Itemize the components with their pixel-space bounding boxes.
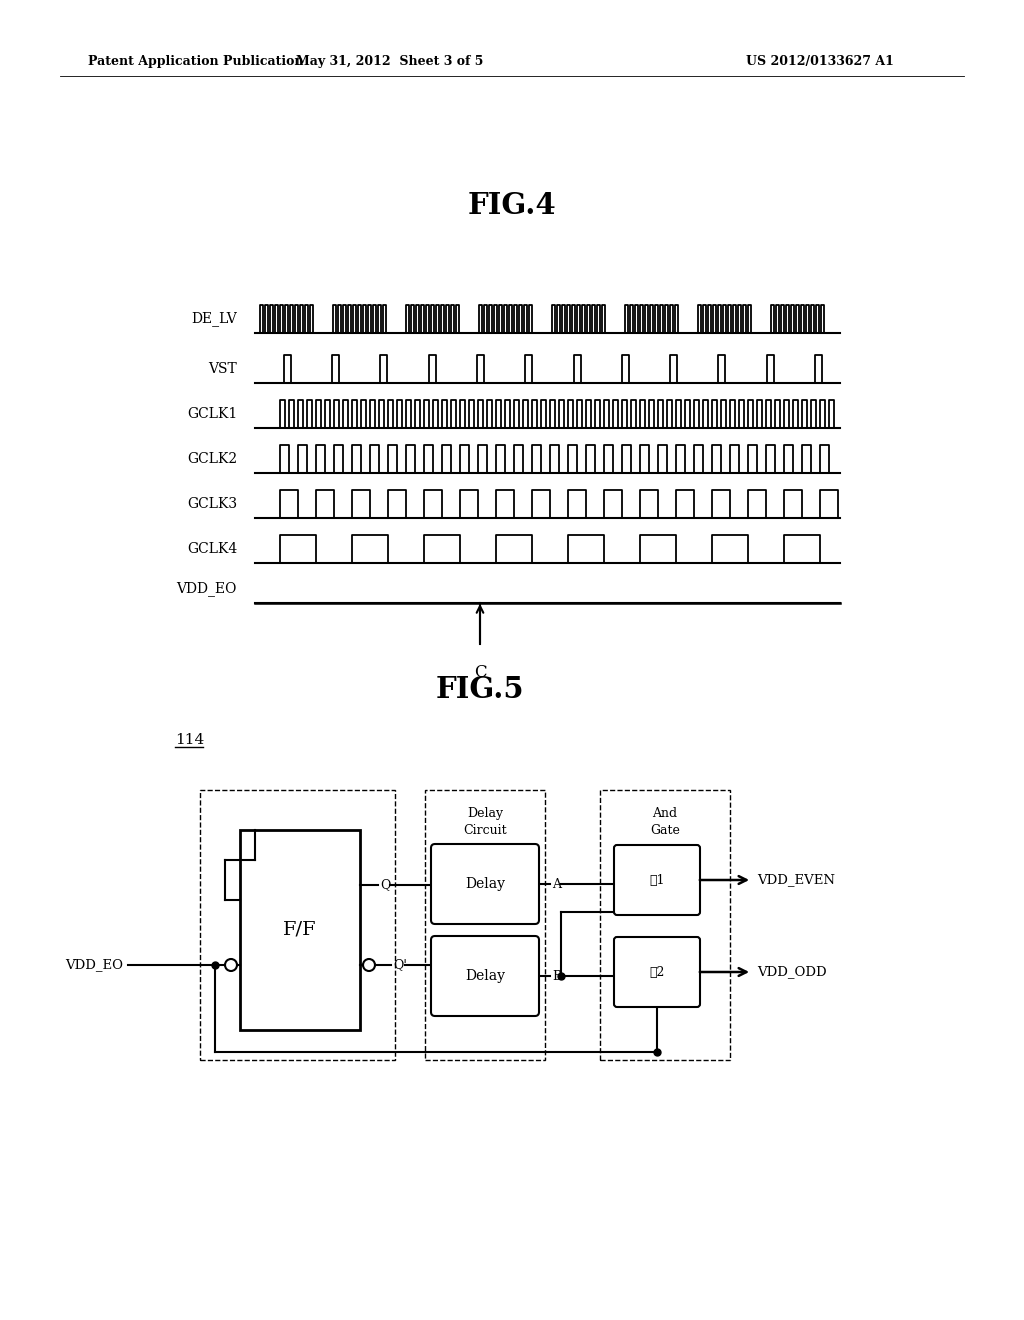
Text: VDD_EO: VDD_EO (65, 958, 123, 972)
Text: FIG.4: FIG.4 (468, 190, 556, 219)
Text: C: C (474, 664, 486, 681)
Text: 114: 114 (175, 733, 204, 747)
Text: VDD_EO: VDD_EO (176, 582, 237, 597)
Bar (600, 789, 730, 1060)
Text: GCLK3: GCLK3 (186, 498, 237, 511)
FancyBboxPatch shape (614, 937, 700, 1007)
Text: US 2012/0133627 A1: US 2012/0133627 A1 (746, 55, 894, 69)
Text: FIG.5: FIG.5 (435, 676, 524, 705)
Text: DE_LV: DE_LV (191, 312, 237, 326)
Text: Delay
Circuit: Delay Circuit (463, 807, 507, 837)
Text: GCLK1: GCLK1 (186, 407, 237, 421)
Text: GCLK2: GCLK2 (186, 451, 237, 466)
FancyBboxPatch shape (614, 845, 700, 915)
Text: Q': Q' (393, 958, 407, 972)
Text: VDD_EVEN: VDD_EVEN (757, 874, 835, 887)
Text: Q: Q (380, 879, 390, 891)
Text: B: B (552, 969, 561, 982)
Text: 〔2: 〔2 (649, 965, 665, 978)
Text: VDD_ODD: VDD_ODD (757, 965, 826, 978)
Bar (200, 789, 395, 1060)
Text: Delay: Delay (465, 876, 505, 891)
Text: GCLK4: GCLK4 (186, 543, 237, 556)
Text: A: A (552, 878, 561, 891)
Text: 〔1: 〔1 (649, 874, 665, 887)
Bar (240, 830, 360, 1030)
Text: May 31, 2012  Sheet 3 of 5: May 31, 2012 Sheet 3 of 5 (296, 55, 483, 69)
Text: Delay: Delay (465, 969, 505, 983)
Bar (425, 789, 545, 1060)
FancyBboxPatch shape (431, 843, 539, 924)
Text: And
Gate: And Gate (650, 807, 680, 837)
Text: Patent Application Publication: Patent Application Publication (88, 55, 303, 69)
FancyBboxPatch shape (431, 936, 539, 1016)
Text: F/F: F/F (284, 921, 316, 939)
Text: VST: VST (208, 362, 237, 376)
